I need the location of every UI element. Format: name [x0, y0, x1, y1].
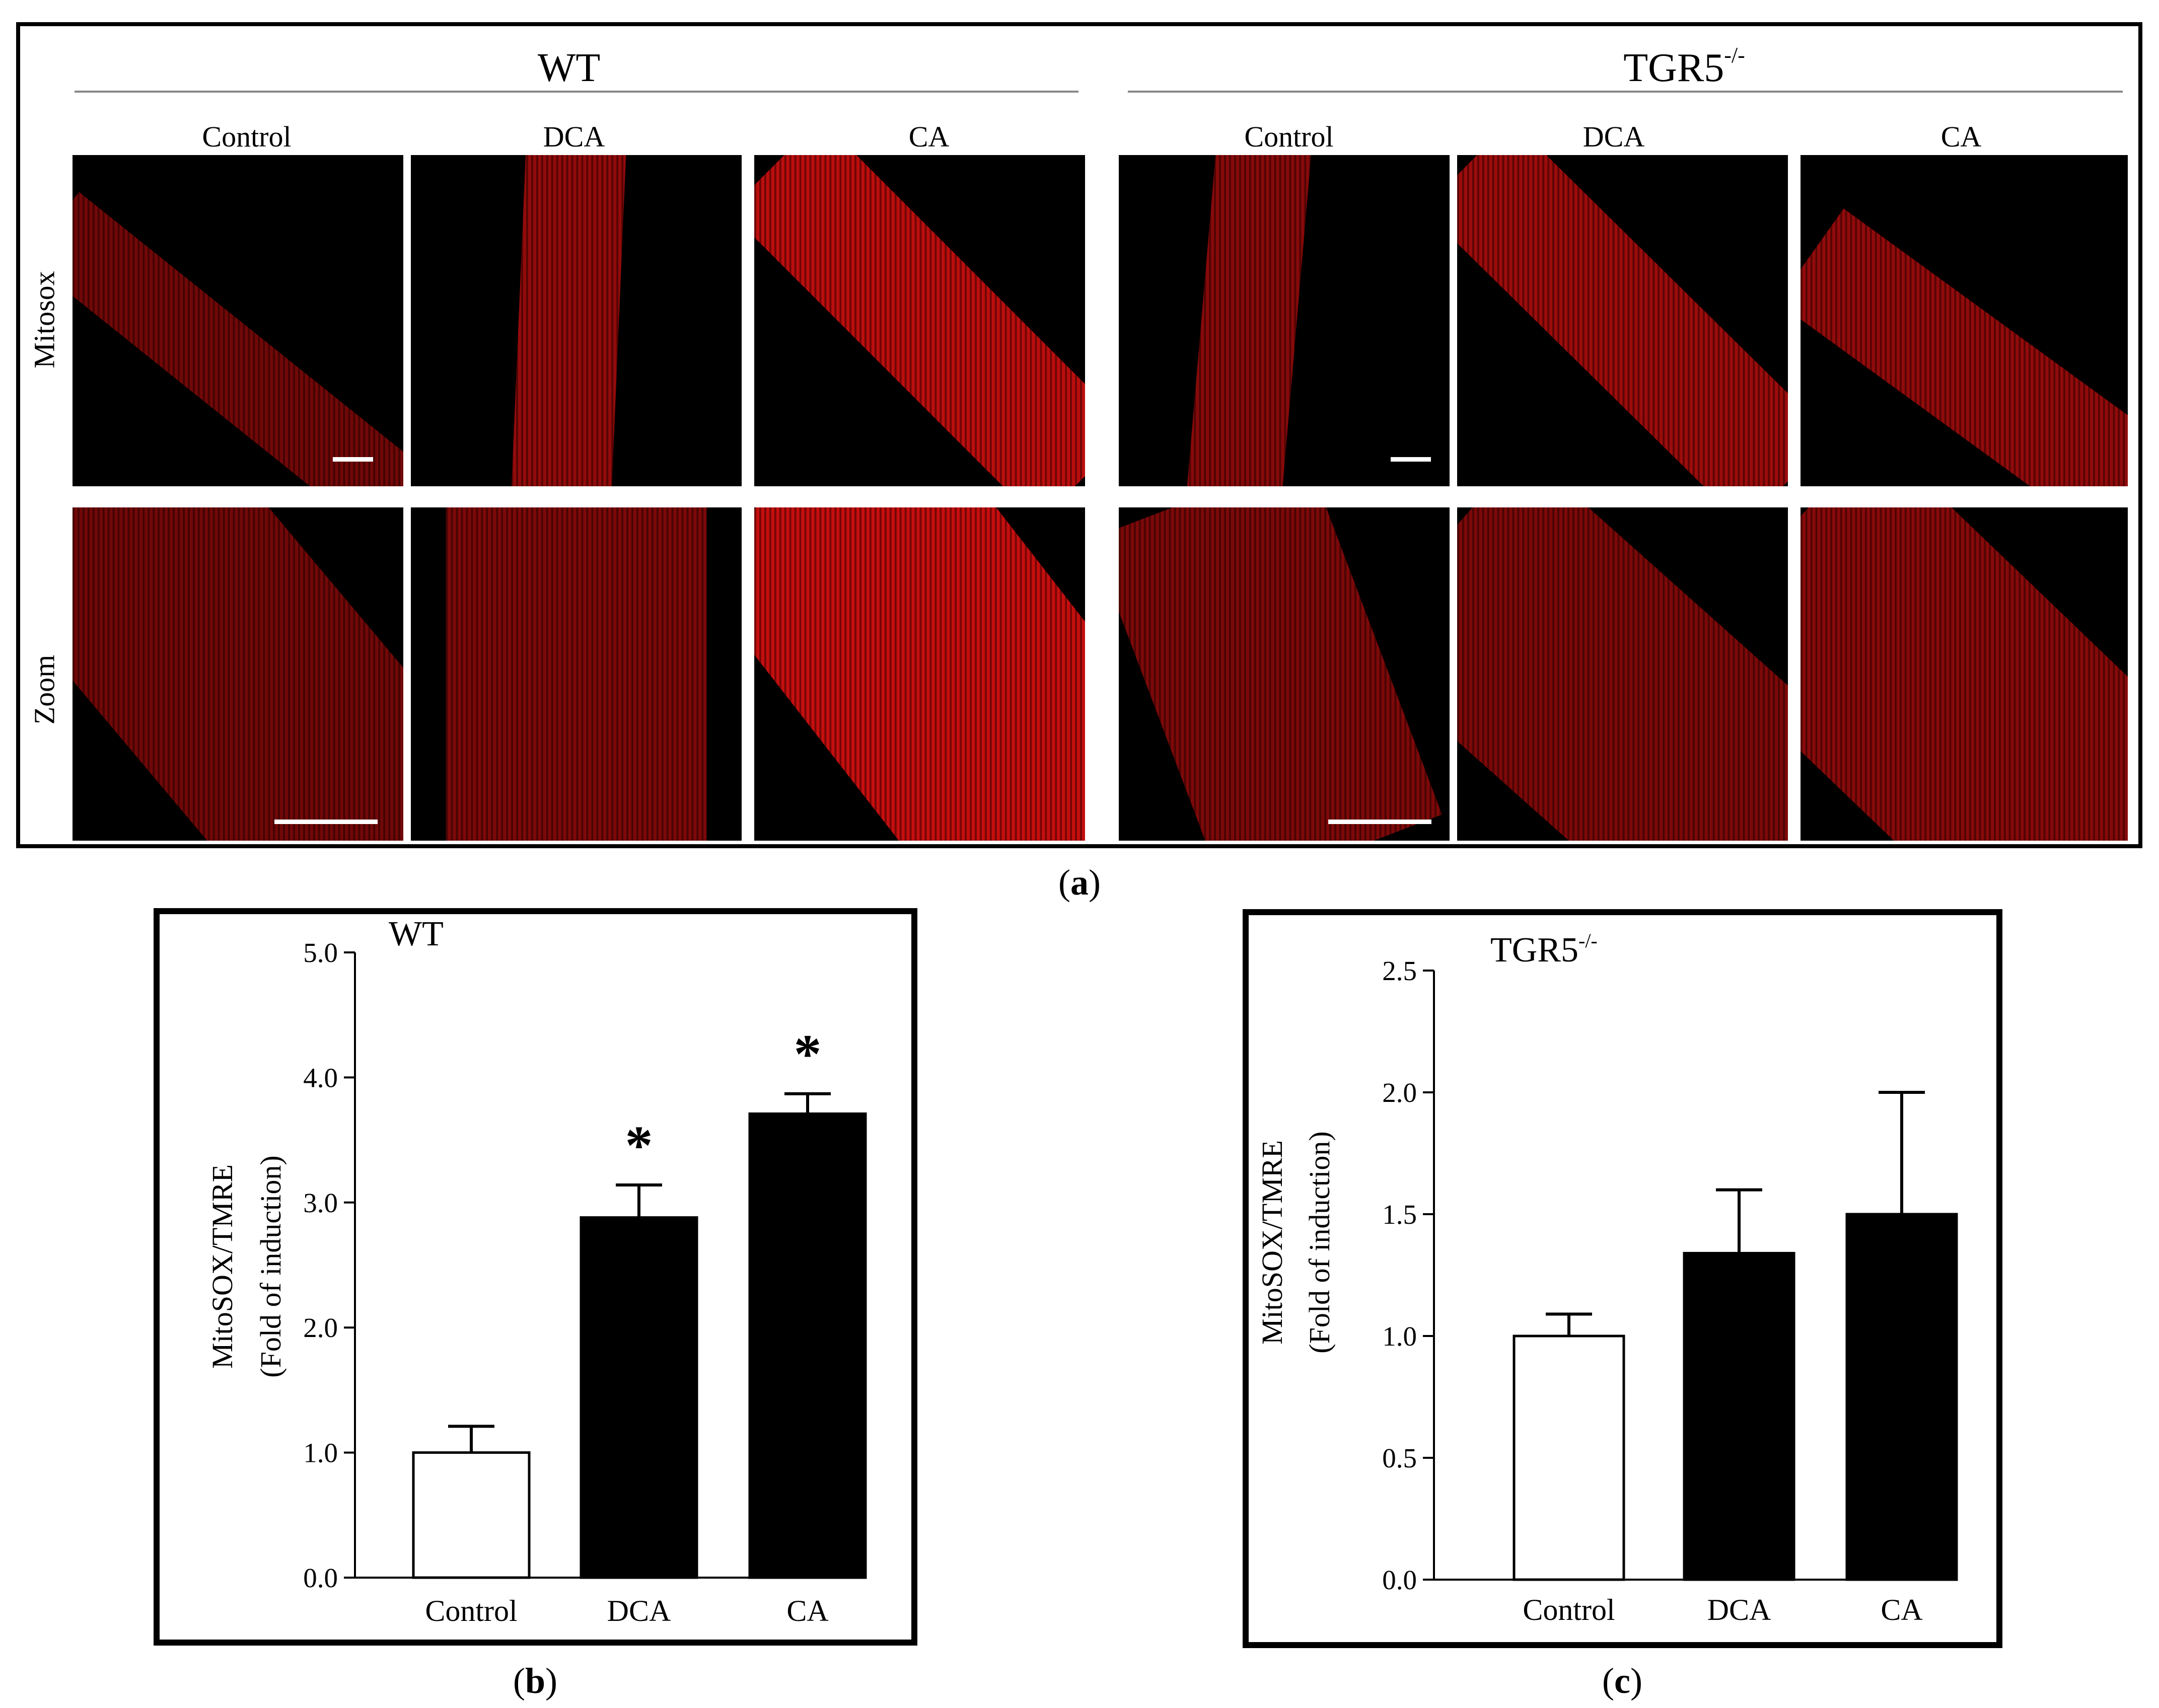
- chart-title: WT: [389, 915, 444, 953]
- column-label-tgr5-ca: CA: [1940, 120, 1982, 153]
- micrograph-mitosox-tgr5-control: [1119, 155, 1450, 486]
- chart-title-superscript: -/-: [1578, 929, 1598, 952]
- y-tick-label: 4.0: [303, 1062, 338, 1093]
- y-tick-label: 2.0: [303, 1312, 338, 1343]
- y-axis-label-line2: (Fold of induction): [1303, 1131, 1336, 1353]
- significance-asterisk: *: [794, 1023, 822, 1085]
- micrograph-mitosox-wt-dca: [411, 155, 742, 486]
- bar-control: [412, 1451, 531, 1579]
- micrograph-zoom-wt-control: [73, 507, 403, 841]
- x-tick-label-ca: CA: [786, 1594, 828, 1627]
- y-axis-label-line1: MitoSOX/TMRE: [206, 1164, 239, 1369]
- y-tick-label: 2.5: [1382, 955, 1417, 986]
- bar-ca: [1845, 1213, 1958, 1581]
- group-title-tgr5: TGR5-/-: [1623, 43, 1745, 90]
- chart-tgr5-mitosox: 0.0 0.5 1.0 1.5 2.0 2.5 MitoSOX/TMRE (Fold of i…: [1256, 929, 1958, 1626]
- scale-bar-zoom-tgr5: [1328, 820, 1431, 824]
- y-tick-label: 0.5: [1382, 1443, 1417, 1473]
- micrograph-mitosox-wt-control: [73, 155, 403, 486]
- y-tick-label: 1.5: [1382, 1199, 1417, 1230]
- chart-title: TGR5-/-: [1490, 929, 1598, 970]
- panel-c-chart-frame: 0.0 0.5 1.0 1.5 2.0 2.5 MitoSOX/TMRE (Fold of i…: [1243, 909, 2002, 1648]
- x-tick-label-dca: DCA: [1707, 1593, 1771, 1626]
- micrograph-zoom-tgr5-control: [1119, 507, 1450, 841]
- y-tick-label: 3.0: [303, 1187, 338, 1218]
- y-tick-label: 1.0: [1382, 1321, 1417, 1352]
- y-tick-label: 5.0: [303, 937, 338, 968]
- micrograph-zoom-wt-ca: [754, 507, 1085, 841]
- micrograph-mitosox-tgr5-ca: [1801, 155, 2128, 486]
- micrograph-zoom-tgr5-ca: [1801, 507, 2128, 841]
- panel-caption-c: (c): [1602, 1661, 1642, 1701]
- group-title-wt: WT: [537, 46, 601, 90]
- x-tick-label-control: Control: [425, 1594, 517, 1627]
- bar-ca: [748, 1112, 867, 1579]
- group-rule-wt: [75, 91, 1078, 93]
- significance-asterisk: *: [625, 1115, 653, 1176]
- y-axis-label-line1: MitoSOX/TMRE: [1256, 1140, 1288, 1345]
- scale-bar-mitosox-tgr5: [1391, 457, 1431, 462]
- micrograph-zoom-tgr5-dca: [1457, 507, 1788, 841]
- panel-b-chart-frame: 0.0 1.0 2.0 3.0 4.0 5.0 MitoSOX/TMRE (Fold of i…: [154, 908, 917, 1646]
- y-tick-label: 0.0: [1382, 1565, 1417, 1595]
- y-tick-label: 2.0: [1382, 1077, 1417, 1108]
- x-tick-label-control: Control: [1523, 1593, 1615, 1626]
- micrograph-mitosox-wt-ca: [754, 155, 1085, 486]
- column-label-tgr5-control: Control: [1244, 120, 1334, 153]
- bar-dca: [1683, 1251, 1795, 1581]
- x-tick-label-dca: DCA: [607, 1594, 671, 1627]
- y-tick-label: 1.0: [303, 1438, 338, 1468]
- bar-control: [1513, 1334, 1625, 1581]
- group-rule-tgr5: [1128, 91, 2123, 93]
- column-label-wt-control: Control: [202, 120, 292, 153]
- row-label-mitosox: Mitosox: [28, 271, 61, 368]
- column-label-tgr5-dca: DCA: [1582, 120, 1645, 153]
- scale-bar-zoom-wt: [274, 820, 378, 824]
- column-label-wt-ca: CA: [908, 120, 950, 153]
- y-axis-label-line2: (Fold of induction): [254, 1155, 287, 1377]
- column-label-wt-dca: DCA: [543, 120, 605, 153]
- row-label-zoom: Zoom: [28, 654, 61, 725]
- micrograph-mitosox-tgr5-dca: [1457, 155, 1788, 486]
- bar-dca: [580, 1216, 698, 1579]
- y-tick-label: 0.0: [303, 1563, 338, 1593]
- scale-bar-mitosox-wt: [333, 457, 373, 462]
- panel-caption-a: (a): [1058, 862, 1101, 903]
- chart-wt-mitosox: 0.0 1.0 2.0 3.0 4.0 5.0 MitoSOX/TMRE (Fold of i…: [206, 915, 867, 1627]
- x-tick-label-ca: CA: [1881, 1593, 1922, 1626]
- panel-caption-b: (b): [513, 1661, 558, 1701]
- micrograph-zoom-wt-dca: [411, 507, 742, 841]
